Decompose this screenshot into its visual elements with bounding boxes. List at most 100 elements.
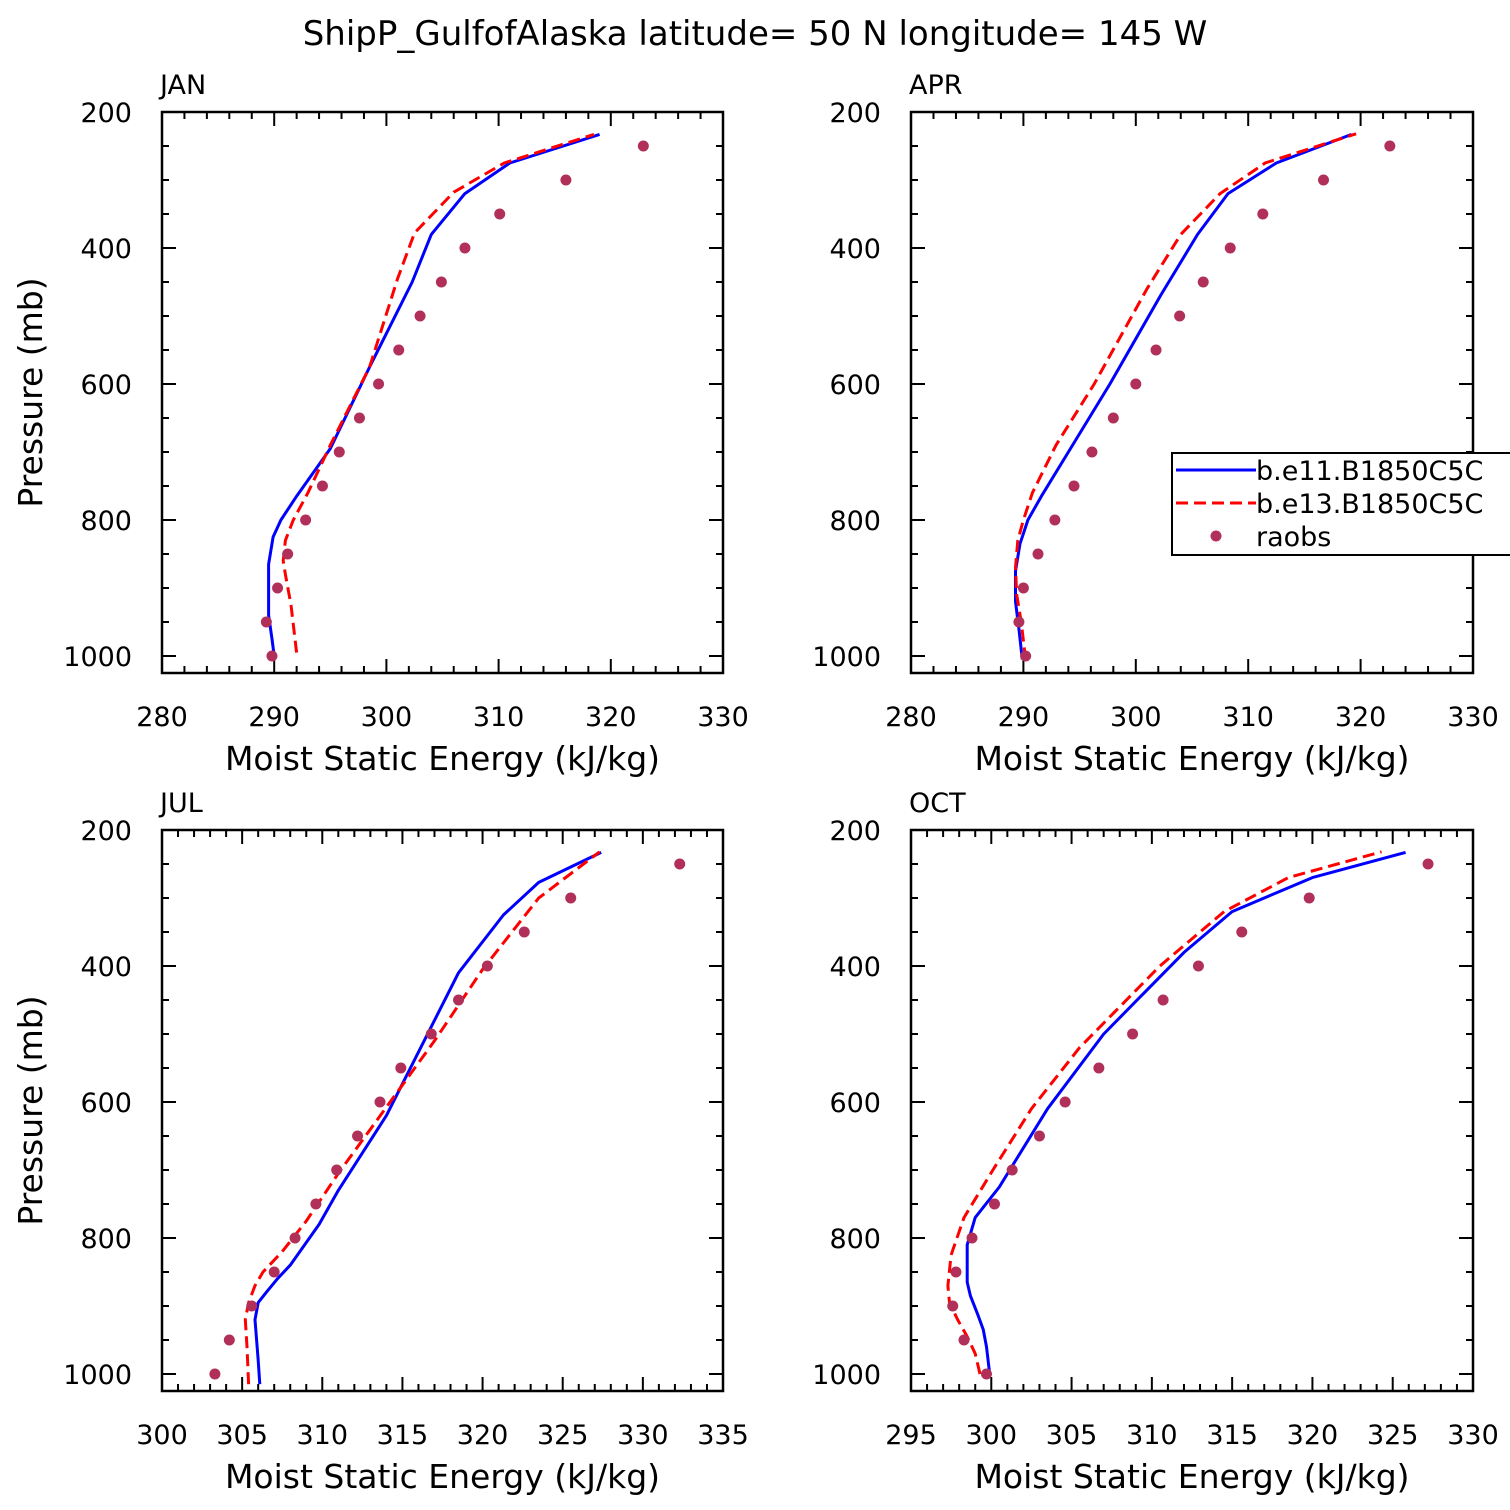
x-tick-label: 320 bbox=[585, 702, 637, 733]
x-tick-label: 300 bbox=[361, 702, 413, 733]
x-tick-label: 310 bbox=[1222, 702, 1274, 733]
raobs-point bbox=[331, 1164, 343, 1176]
raobs-point bbox=[1093, 1062, 1105, 1074]
series-line-b-e11 bbox=[267, 132, 601, 657]
raobs-point bbox=[1303, 892, 1315, 904]
raobs-point bbox=[1013, 616, 1025, 628]
y-tick-label: 1000 bbox=[63, 1360, 132, 1391]
panel-label: OCT bbox=[909, 788, 966, 819]
raobs-point bbox=[1107, 412, 1119, 424]
x-tick-label: 330 bbox=[617, 1420, 669, 1451]
raobs-point bbox=[425, 1028, 437, 1040]
raobs-point bbox=[353, 412, 365, 424]
series-line-b-e13 bbox=[243, 850, 601, 1385]
x-tick-label: 335 bbox=[697, 1420, 749, 1451]
y-tick-label: 800 bbox=[80, 506, 132, 537]
figure-title: ShipP_GulfofAlaska latitude= 50 N longit… bbox=[303, 14, 1208, 54]
y-tick-label: 1000 bbox=[812, 642, 881, 673]
x-tick-label: 280 bbox=[136, 702, 188, 733]
x-tick-label: 315 bbox=[377, 1420, 429, 1451]
raobs-point bbox=[980, 1368, 992, 1380]
raobs-point bbox=[393, 344, 405, 356]
raobs-point bbox=[947, 1300, 959, 1312]
panel-label: JAN bbox=[158, 70, 206, 101]
raobs-point bbox=[282, 548, 294, 560]
series-line-b-e13 bbox=[281, 132, 595, 653]
y-tick-label: 600 bbox=[80, 1088, 132, 1119]
raobs-point bbox=[1318, 174, 1330, 186]
raobs-point bbox=[333, 446, 345, 458]
x-axis-label: Moist Static Energy (kJ/kg) bbox=[974, 1457, 1409, 1496]
raobs-point bbox=[310, 1198, 322, 1210]
x-tick-label: 280 bbox=[885, 702, 937, 733]
raobs-point bbox=[1032, 548, 1044, 560]
raobs-point bbox=[223, 1334, 235, 1346]
raobs-point bbox=[352, 1130, 364, 1142]
raobs-point bbox=[1049, 514, 1061, 526]
raobs-point bbox=[1157, 994, 1169, 1006]
raobs-point bbox=[260, 616, 272, 628]
plot-frame bbox=[909, 110, 1475, 675]
x-tick-label: 325 bbox=[1367, 1420, 1419, 1451]
panels: 280 290 300 310 320 330 200 400 600 800 1000 Moist … bbox=[11, 70, 1499, 1496]
raobs-point bbox=[435, 276, 447, 288]
legend-entry: raobs bbox=[1256, 522, 1331, 553]
y-tick-label: 200 bbox=[80, 816, 132, 847]
x-axis-label: Moist Static Energy (kJ/kg) bbox=[974, 739, 1409, 778]
x-tick-label: 325 bbox=[537, 1420, 589, 1451]
raobs-point bbox=[958, 1334, 970, 1346]
raobs-point bbox=[1197, 276, 1209, 288]
x-tick-label: 310 bbox=[1126, 1420, 1178, 1451]
raobs-point bbox=[1422, 858, 1434, 870]
x-axis-label: Moist Static Energy (kJ/kg) bbox=[225, 739, 660, 778]
panel-jan: 280 290 300 310 320 330 200 400 600 800 1000 Moist … bbox=[11, 70, 749, 778]
raobs-point bbox=[268, 1266, 280, 1278]
raobs-point bbox=[1020, 650, 1032, 662]
y-tick-label: 600 bbox=[829, 370, 881, 401]
x-tick-label: 305 bbox=[216, 1420, 268, 1451]
y-tick-label: 800 bbox=[829, 1224, 881, 1255]
raobs-point bbox=[494, 208, 506, 220]
x-tick-label: 330 bbox=[1447, 702, 1499, 733]
raobs-point bbox=[674, 858, 686, 870]
x-axis-label: Moist Static Energy (kJ/kg) bbox=[225, 1457, 660, 1496]
y-tick-label: 1000 bbox=[812, 1360, 881, 1391]
raobs-point bbox=[246, 1300, 258, 1312]
x-tick-label: 320 bbox=[1335, 702, 1387, 733]
panel-oct: 295 300 305 310 315 320 325 330 200 400 600 800 1000… bbox=[812, 788, 1498, 1496]
raobs-point bbox=[1384, 140, 1396, 152]
y-tick-label: 400 bbox=[80, 234, 132, 265]
raobs-point bbox=[637, 140, 649, 152]
y-tick-label: 200 bbox=[80, 98, 132, 129]
raobs-point bbox=[300, 514, 312, 526]
x-tick-label: 295 bbox=[885, 1420, 937, 1451]
y-tick-label: 400 bbox=[829, 952, 881, 983]
x-tick-label: 330 bbox=[697, 702, 749, 733]
panel-jul: 300 305 310 315 320 325 330 335 200 400 600 800 1000… bbox=[11, 788, 749, 1496]
raobs-point bbox=[373, 378, 385, 390]
raobs-point bbox=[1068, 480, 1080, 492]
panel-label: JUL bbox=[158, 788, 203, 819]
raobs-point bbox=[266, 650, 278, 662]
y-tick-label: 200 bbox=[829, 98, 881, 129]
series-line-b-e11 bbox=[965, 850, 1406, 1375]
y-tick-label: 200 bbox=[829, 816, 881, 847]
y-tick-label: 600 bbox=[80, 370, 132, 401]
raobs-point bbox=[1236, 926, 1248, 938]
raobs-point bbox=[395, 1062, 407, 1074]
raobs-point bbox=[1017, 582, 1029, 594]
raobs-point bbox=[1059, 1096, 1071, 1108]
raobs-point bbox=[414, 310, 426, 322]
y-axis-label: Pressure (mb) bbox=[11, 995, 50, 1225]
raobs-point bbox=[1257, 208, 1269, 220]
legend-marker-point bbox=[1210, 530, 1222, 542]
raobs-point bbox=[1127, 1028, 1139, 1040]
x-tick-label: 300 bbox=[1110, 702, 1162, 733]
raobs-point bbox=[565, 892, 577, 904]
raobs-point bbox=[1033, 1130, 1045, 1142]
x-tick-label: 320 bbox=[1287, 1420, 1339, 1451]
raobs-point bbox=[1086, 446, 1098, 458]
plot-frame bbox=[909, 828, 1475, 1393]
